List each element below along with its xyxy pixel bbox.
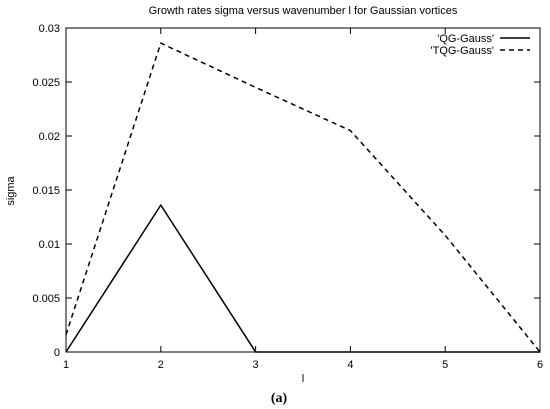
x-tick-label: 2 — [158, 359, 164, 371]
x-axis-label: l — [302, 373, 304, 385]
y-tick-label: 0.015 — [32, 185, 60, 197]
chart-title: Growth rates sigma versus wavenumber l f… — [149, 5, 458, 17]
x-tick-label: 3 — [253, 359, 259, 371]
y-tick-label: 0.01 — [39, 239, 60, 251]
y-axis-label: sigma — [5, 175, 17, 205]
y-tick-label: 0.03 — [39, 23, 60, 35]
x-tick-label: 4 — [347, 359, 353, 371]
y-tick-label: 0.005 — [32, 293, 60, 305]
series-line-tqg-gauss — [65, 42, 541, 353]
plot-frame — [65, 27, 541, 353]
x-tick-label: 5 — [442, 359, 448, 371]
legend-label: 'TQG-Gauss' — [431, 45, 495, 57]
x-tick-label: 1 — [63, 359, 69, 371]
x-tick-label: 6 — [537, 359, 543, 371]
figure-caption: (a) — [271, 391, 288, 406]
series-line-qg-gauss — [65, 203, 540, 353]
plot-area: 1 2 3 4 5 6 0 0.005 0.01 0.015 0.02 0.025 0.03 'QG-Ga… — [32, 23, 543, 371]
y-tick-label: 0.025 — [32, 77, 60, 89]
legend-label: 'QG-Gauss' — [437, 33, 494, 45]
y-tick-label: 0.02 — [39, 131, 60, 143]
y-tick-label: 0 — [54, 347, 60, 359]
